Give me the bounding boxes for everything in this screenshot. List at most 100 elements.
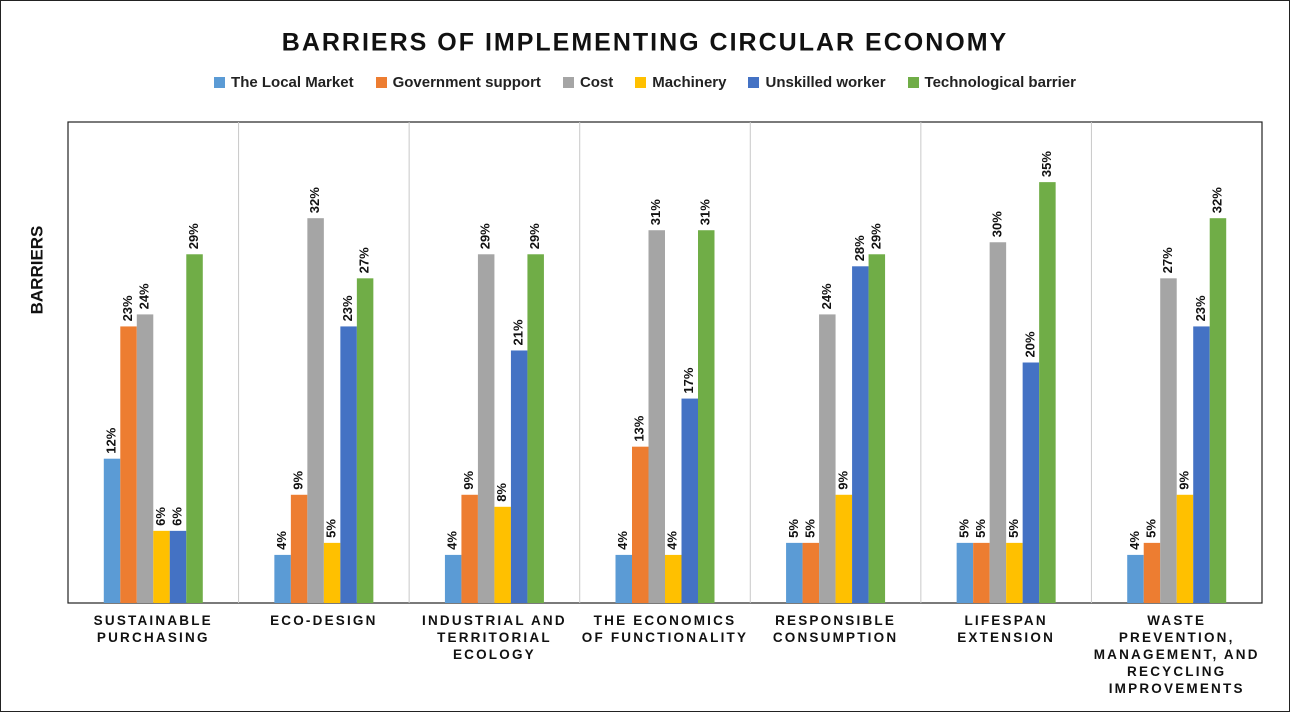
legend-swatch (748, 77, 760, 88)
legend-label: Cost (579, 74, 614, 91)
data-label: 5% (956, 519, 971, 538)
bar (510, 350, 528, 603)
bar (1006, 542, 1023, 603)
bar (1039, 182, 1056, 603)
bar (103, 458, 121, 603)
data-label: 29% (186, 223, 201, 249)
bar (153, 530, 170, 603)
data-label: 4% (1127, 531, 1142, 550)
bar (323, 542, 341, 603)
x-tick-label: THE ECONOMICS OF FUNCTIONALITY (581, 613, 749, 645)
bar (444, 554, 462, 603)
bar (868, 254, 886, 603)
data-label: 5% (802, 519, 817, 538)
legend-label: Machinery (652, 74, 727, 91)
data-label: 23% (1193, 295, 1208, 321)
bar (786, 542, 803, 603)
data-label: 29% (868, 223, 883, 249)
y-axis-label: BARRIERS (27, 226, 46, 315)
data-label: 12% (103, 427, 118, 453)
data-label: 28% (852, 235, 867, 261)
chart-title: BARRIERS OF IMPLEMENTING CIRCULAR ECONOM… (282, 29, 1008, 57)
bar (1022, 362, 1040, 603)
legend-item: Unskilled worker (748, 74, 886, 91)
data-label: 20% (1022, 331, 1037, 357)
bar (169, 530, 187, 603)
bar (698, 230, 715, 603)
data-label: 23% (120, 295, 135, 321)
legend-swatch (375, 77, 387, 88)
legend-item: The Local Market (214, 74, 354, 91)
x-tick-label: LIFESPAN EXTENSION (957, 613, 1056, 645)
bar (477, 254, 495, 603)
data-label: 5% (973, 519, 988, 538)
data-label: 24% (136, 283, 151, 309)
data-label: 4% (665, 531, 680, 550)
bar (615, 554, 632, 603)
x-tick-label: SUSTAINABLE PURCHASING (93, 613, 213, 645)
data-label: 31% (648, 199, 663, 225)
bar (356, 278, 374, 603)
legend-item: Machinery (635, 74, 726, 91)
data-label: 4% (445, 531, 460, 550)
data-label: 17% (681, 367, 696, 393)
bar (802, 542, 820, 603)
bar (307, 218, 324, 603)
bar (494, 506, 511, 603)
bar (648, 230, 665, 603)
legend-swatch (214, 77, 226, 88)
data-label: 6% (169, 507, 184, 526)
legend-item: Technological barrier (907, 74, 1076, 91)
bar (1193, 326, 1210, 603)
data-label: 32% (307, 187, 322, 213)
bar (461, 494, 478, 603)
data-label: 32% (1209, 187, 1224, 213)
data-label: 5% (786, 519, 801, 538)
data-label: 9% (461, 471, 476, 490)
bar (819, 314, 836, 603)
data-label: 5% (1006, 519, 1021, 538)
data-label: 5% (324, 519, 339, 538)
bar (665, 554, 682, 603)
data-label: 29% (478, 223, 493, 249)
data-label: 8% (494, 483, 509, 502)
bar (120, 326, 137, 603)
bar (290, 494, 308, 603)
data-label: 29% (527, 223, 542, 249)
data-label: 31% (698, 199, 713, 225)
data-label: 9% (1176, 471, 1191, 490)
legend-swatch (562, 77, 574, 88)
data-label: 4% (615, 531, 630, 550)
legend-label: Government support (392, 74, 541, 91)
data-label: 30% (989, 211, 1004, 237)
bar (1127, 554, 1144, 603)
bar (835, 494, 853, 603)
data-label: 24% (819, 283, 834, 309)
bar (989, 242, 1007, 603)
x-tick-label: RESPONSIBLE CONSUMPTION (772, 613, 899, 645)
data-label: 13% (632, 415, 647, 441)
data-label: 5% (1143, 519, 1158, 538)
bar (186, 254, 203, 603)
legend-label: Unskilled worker (765, 74, 886, 91)
bar (852, 266, 869, 603)
legend-label: The Local Market (231, 74, 354, 91)
data-label: 27% (1160, 247, 1175, 273)
bar (527, 254, 544, 603)
legend: The Local Market Government support Cost Ma… (0, 74, 1290, 91)
bar (340, 326, 357, 603)
bar (681, 398, 698, 603)
bar (956, 542, 974, 603)
bar (1143, 542, 1161, 603)
legend-item: Cost (562, 74, 614, 91)
data-label: 35% (1039, 151, 1054, 177)
legend-swatch (635, 77, 647, 88)
data-label: 9% (291, 471, 306, 490)
bar (1160, 278, 1177, 603)
x-tick-label: INDUSTRIAL AND TERRITORIAL ECOLOGY (422, 613, 567, 662)
data-label: 21% (511, 319, 526, 345)
data-label: 6% (153, 507, 168, 526)
bar (973, 542, 990, 603)
data-label: 4% (274, 531, 289, 550)
